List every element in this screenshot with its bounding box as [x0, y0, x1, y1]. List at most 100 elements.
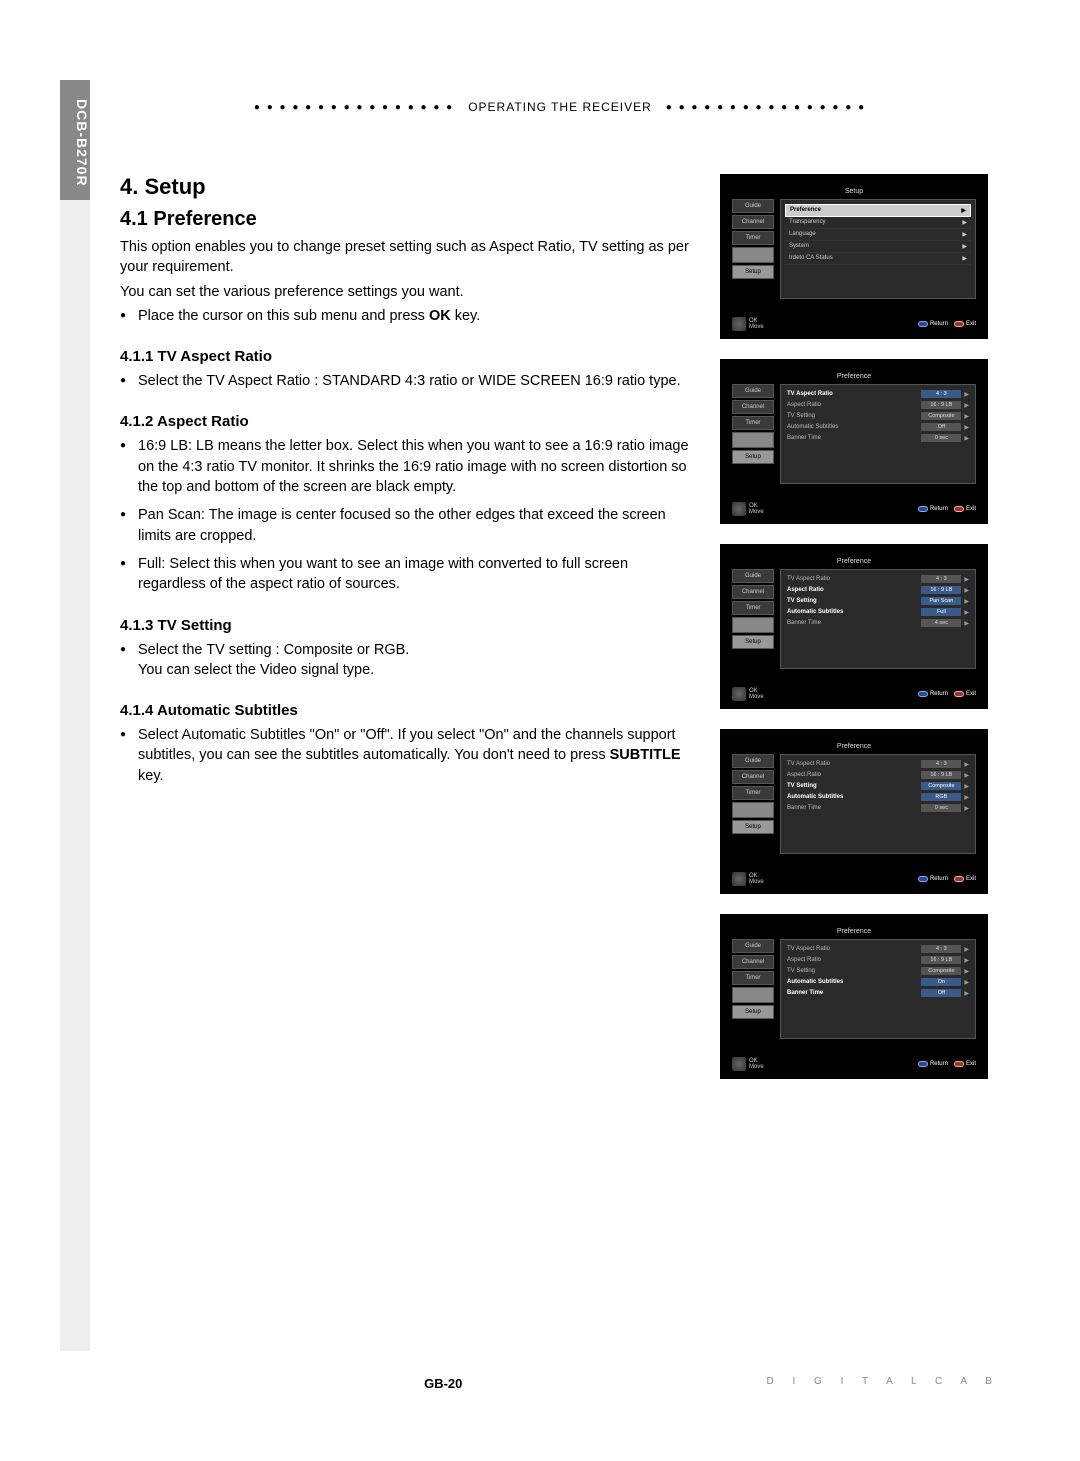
thumb-side-guide: Guide — [732, 569, 774, 583]
dpad-icon — [732, 1057, 746, 1071]
footer-brand: D I G I T A L C A B — [766, 1376, 1000, 1391]
thumb-side-guide: Guide — [732, 199, 774, 213]
bullet-412-3: Full: Select this when you want to see a… — [120, 554, 692, 595]
setup-item: Irdeto CA Status▶ — [785, 253, 971, 265]
pref-row: Automatic Subtitles On ▶ — [785, 977, 971, 987]
pref-row: Automatic Subtitles Off ▶ — [785, 422, 971, 432]
thumb-main: TV Aspect Ratio 4 : 3 ▶ Aspect Ratio 16 … — [780, 939, 976, 1039]
thumb-title: Preference — [732, 743, 976, 750]
thumb-side-icon — [732, 432, 774, 448]
thumb-sidebar: Guide Channel Timer Setup — [732, 569, 774, 669]
screenshot-setup: Setup Guide Channel Timer Setup Preferen… — [720, 174, 988, 339]
bullet-412-2: Pan Scan: The image is center focused so… — [120, 505, 692, 546]
thumb-side-guide: Guide — [732, 939, 774, 953]
thumb-title: Setup — [732, 188, 976, 195]
setup-item: System▶ — [785, 241, 971, 253]
screenshot-preference: Preference Guide Channel Timer Setup TV … — [720, 544, 988, 709]
dpad-icon — [732, 317, 746, 331]
thumb-side-icon — [732, 617, 774, 633]
thumb-main: TV Aspect Ratio 4 : 3 ▶ Aspect Ratio 16 … — [780, 384, 976, 484]
thumb-footer: OKMove Return Exit — [732, 1057, 976, 1071]
thumb-side-channel: Channel — [732, 770, 774, 784]
thumb-title: Preference — [732, 928, 976, 935]
thumb-side-guide: Guide — [732, 384, 774, 398]
page-body: ● ● ● ● ● ● ● ● ● ● ● ● ● ● ● ● OPERATIN… — [120, 100, 1000, 1099]
text-column: 4. Setup 4.1 Preference This option enab… — [120, 174, 700, 1099]
thumb-sidebar: Guide Channel Timer Setup — [732, 384, 774, 484]
thumb-footer: OKMove Return Exit — [732, 317, 976, 331]
screenshot-preference: Preference Guide Channel Timer Setup TV … — [720, 359, 988, 524]
intro-p2: You can set the various preference setti… — [120, 282, 692, 302]
thumb-side-timer: Timer — [732, 416, 774, 430]
return-hint: Return — [918, 876, 948, 882]
dpad-icon — [732, 687, 746, 701]
thumb-side-icon — [732, 802, 774, 818]
pref-row: Banner Time 0 sec ▶ — [785, 803, 971, 813]
thumb-side-channel: Channel — [732, 400, 774, 414]
pref-row: TV Setting Composite ▶ — [785, 411, 971, 421]
thumb-side-timer: Timer — [732, 786, 774, 800]
thumb-title: Preference — [732, 558, 976, 565]
setup-item: Transparency▶ — [785, 217, 971, 229]
pref-row: TV Setting Composite ▶ — [785, 966, 971, 976]
setup-item: Preference▶ — [785, 204, 971, 217]
return-hint: Return — [918, 691, 948, 697]
thumb-side-setup: Setup — [732, 635, 774, 649]
pref-row: Aspect Ratio 16 : 9 LB ▶ — [785, 400, 971, 410]
exit-hint: Exit — [954, 876, 976, 882]
exit-hint: Exit — [954, 691, 976, 697]
bullet-412-1: 16:9 LB: LB means the letter box. Select… — [120, 436, 692, 497]
thumb-sidebar: Guide Channel Timer Setup — [732, 754, 774, 854]
sidebar-strip — [60, 200, 90, 1351]
header-dots-right: ● ● ● ● ● ● ● ● ● ● ● ● ● ● ● ● — [666, 102, 866, 113]
thumb-main: TV Aspect Ratio 4 : 3 ▶ Aspect Ratio 16 … — [780, 754, 976, 854]
intro-bullet: Place the cursor on this sub menu and pr… — [120, 306, 692, 326]
screenshots-column: Setup Guide Channel Timer Setup Preferen… — [720, 174, 1000, 1099]
screenshot-preference: Preference Guide Channel Timer Setup TV … — [720, 729, 988, 894]
thumb-side-timer: Timer — [732, 231, 774, 245]
thumb-footer: OKMove Return Exit — [732, 687, 976, 701]
pref-row: Aspect Ratio 16 : 9 LB ▶ — [785, 955, 971, 965]
pref-row: Banner Time Off ▶ — [785, 988, 971, 998]
pref-row: Aspect Ratio 16 : 9 LB ▶ — [785, 770, 971, 780]
dpad-icon — [732, 872, 746, 886]
bullet-413: Select the TV setting : Composite or RGB… — [120, 640, 692, 681]
dpad-icon — [732, 502, 746, 516]
thumb-sidebar: Guide Channel Timer Setup — [732, 939, 774, 1039]
heading-411: 4.1.1 TV Aspect Ratio — [120, 348, 692, 365]
thumb-side-channel: Channel — [732, 215, 774, 229]
thumb-title: Preference — [732, 373, 976, 380]
thumb-side-channel: Channel — [732, 955, 774, 969]
page-number: GB-20 — [424, 1376, 462, 1391]
heading-setup: 4. Setup — [120, 174, 692, 200]
pref-row: TV Aspect Ratio 4 : 3 ▶ — [785, 944, 971, 954]
setup-item: Language▶ — [785, 229, 971, 241]
thumb-sidebar: Guide Channel Timer Setup — [732, 199, 774, 299]
return-hint: Return — [918, 321, 948, 327]
return-hint: Return — [918, 506, 948, 512]
page-footer: GB-20 D I G I T A L C A B — [120, 1376, 1000, 1391]
thumb-side-timer: Timer — [732, 601, 774, 615]
thumb-side-icon — [732, 987, 774, 1003]
thumb-main: TV Aspect Ratio 4 : 3 ▶ Aspect Ratio 16 … — [780, 569, 976, 669]
pref-row: TV Aspect Ratio 4 : 3 ▶ — [785, 389, 971, 399]
pref-row: Aspect Ratio 16 : 9 LB ▶ — [785, 585, 971, 595]
header-dots-left: ● ● ● ● ● ● ● ● ● ● ● ● ● ● ● ● — [254, 102, 454, 113]
bullet-411: Select the TV Aspect Ratio : STANDARD 4:… — [120, 371, 692, 391]
pref-row: TV Setting Pan Scan ▶ — [785, 596, 971, 606]
thumb-side-icon — [732, 247, 774, 263]
exit-hint: Exit — [954, 506, 976, 512]
thumb-side-channel: Channel — [732, 585, 774, 599]
heading-413: 4.1.3 TV Setting — [120, 617, 692, 634]
heading-414: 4.1.4 Automatic Subtitles — [120, 702, 692, 719]
heading-412: 4.1.2 Aspect Ratio — [120, 413, 692, 430]
pref-row: Automatic Subtitles RGB ▶ — [785, 792, 971, 802]
model-tab: DCB-B270R — [60, 80, 90, 200]
exit-hint: Exit — [954, 1061, 976, 1067]
bullet-414: Select Automatic Subtitles "On" or "Off"… — [120, 725, 692, 786]
heading-preference: 4.1 Preference — [120, 208, 692, 231]
pref-row: Banner Time 4 sec ▶ — [785, 618, 971, 628]
thumb-side-setup: Setup — [732, 1005, 774, 1019]
thumb-footer: OKMove Return Exit — [732, 502, 976, 516]
return-hint: Return — [918, 1061, 948, 1067]
